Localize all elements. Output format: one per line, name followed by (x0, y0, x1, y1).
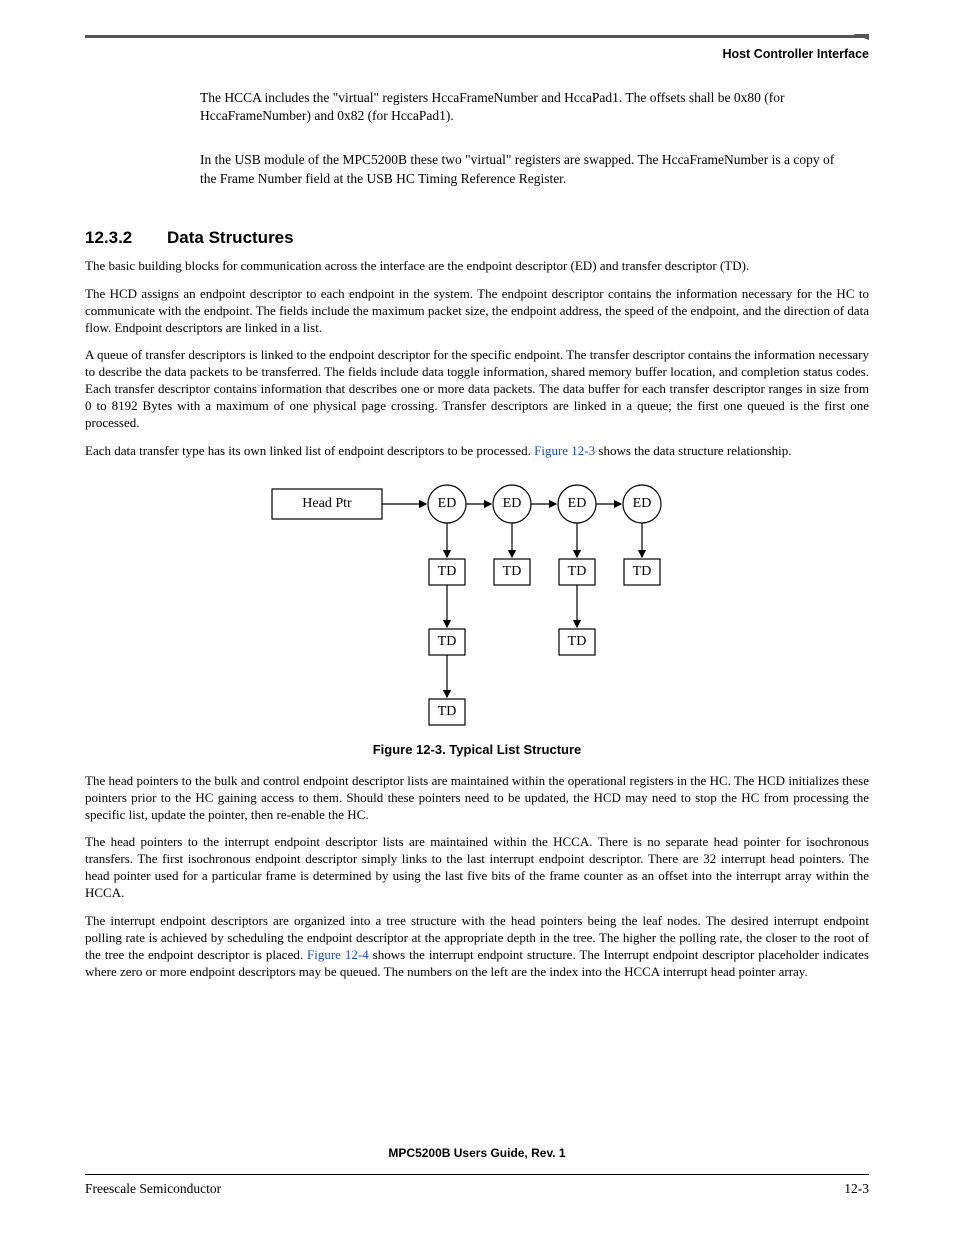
section-title: Data Structures (167, 228, 294, 247)
figure-caption: Figure 12-3. Typical List Structure (85, 742, 869, 757)
note-p1: The HCCA includes the "virtual" register… (200, 89, 839, 125)
body-p7: The interrupt endpoint descriptors are o… (85, 913, 869, 981)
footer-right: 12-3 (844, 1181, 869, 1197)
body-p1: The basic building blocks for communicat… (85, 258, 869, 275)
note-block: The HCCA includes the "virtual" register… (200, 89, 839, 188)
xref-fig-12-4[interactable]: Figure 12-4 (307, 947, 369, 962)
page-footer: MPC5200B Users Guide, Rev. 1 Freescale S… (85, 1146, 869, 1197)
header-rule (85, 35, 869, 41)
body-p5: The head pointers to the bulk and contro… (85, 773, 869, 824)
figure-12-3: Head Ptr ED ED ED ED TD TD TD TD TD TD TD (85, 474, 869, 734)
diagram-svg: Head Ptr ED ED ED ED TD TD TD TD TD TD TD (262, 474, 692, 734)
svg-text:TD: TD (503, 564, 522, 579)
section-number: 12.3.2 (85, 228, 167, 248)
svg-text:ED: ED (633, 496, 652, 511)
footer-left: Freescale Semiconductor (85, 1181, 221, 1197)
xref-fig-12-3[interactable]: Figure 12-3 (534, 443, 595, 458)
svg-text:ED: ED (438, 496, 457, 511)
body-p4a: Each data transfer type has its own link… (85, 443, 534, 458)
svg-text:TD: TD (438, 634, 457, 649)
svg-text:TD: TD (633, 564, 652, 579)
svg-text:ED: ED (503, 496, 522, 511)
svg-text:TD: TD (438, 564, 457, 579)
header-section-title: Host Controller Interface (85, 47, 869, 61)
body-p4: Each data transfer type has its own link… (85, 443, 869, 460)
body-p2: The HCD assigns an endpoint descriptor t… (85, 286, 869, 337)
svg-text:TD: TD (568, 634, 587, 649)
section-heading: 12.3.2Data Structures (85, 228, 869, 248)
svg-text:TD: TD (438, 704, 457, 719)
footer-doc-title: MPC5200B Users Guide, Rev. 1 (85, 1146, 869, 1160)
note-p2: In the USB module of the MPC5200B these … (200, 151, 839, 187)
svg-text:Head Ptr: Head Ptr (302, 496, 352, 511)
body-p4b: shows the data structure relationship. (595, 443, 791, 458)
svg-text:ED: ED (568, 496, 587, 511)
svg-text:TD: TD (568, 564, 587, 579)
body-p6: The head pointers to the interrupt endpo… (85, 834, 869, 902)
footer-rule (85, 1174, 869, 1175)
body-p3: A queue of transfer descriptors is linke… (85, 347, 869, 431)
